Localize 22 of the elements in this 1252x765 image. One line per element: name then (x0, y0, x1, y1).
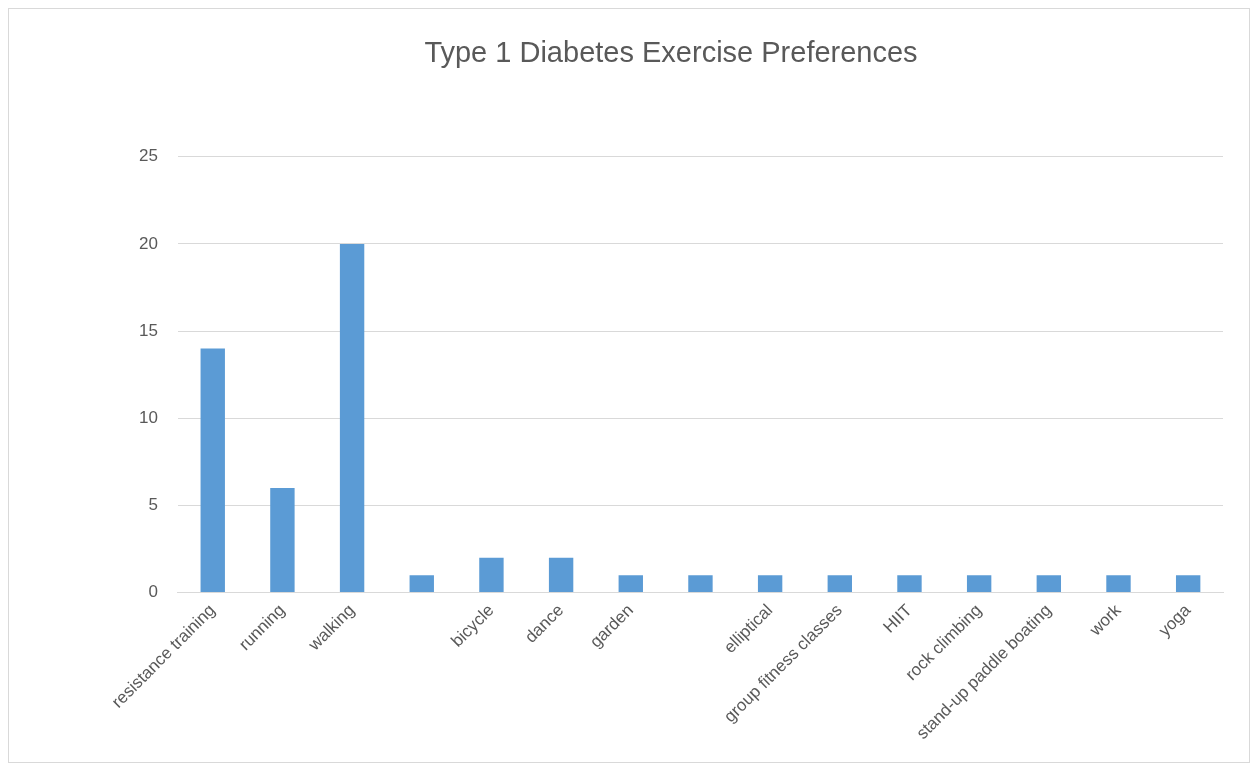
bar (548, 557, 574, 593)
bar (479, 557, 504, 593)
bar (966, 575, 992, 593)
y-tick-label: 15 (138, 320, 158, 340)
bar (200, 348, 225, 593)
bar (270, 487, 295, 593)
bar (1036, 575, 1062, 593)
y-tick-label: 20 (138, 233, 158, 253)
bar (827, 575, 852, 593)
y-tick-label: 25 (138, 146, 158, 166)
bar (757, 575, 783, 593)
bar (1175, 575, 1201, 593)
y-tick-label: 5 (148, 495, 158, 515)
bar (688, 575, 713, 593)
bar (618, 575, 643, 593)
bar (1106, 575, 1131, 593)
bar (409, 575, 434, 593)
y-tick-label: 0 (148, 582, 158, 602)
bar (897, 575, 922, 593)
y-tick-label: 10 (138, 407, 158, 427)
bar (339, 243, 365, 593)
chart-title: Type 1 Diabetes Exercise Preferences (424, 36, 918, 69)
